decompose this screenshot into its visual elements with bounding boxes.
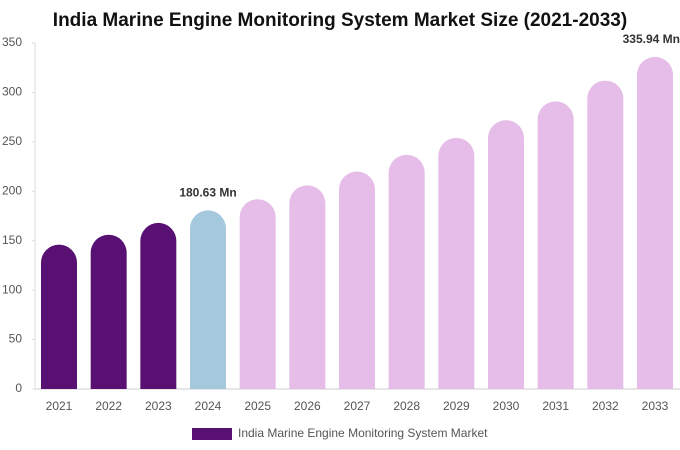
bar <box>289 185 326 389</box>
bar <box>587 80 624 390</box>
x-tick-label: 2027 <box>344 399 371 413</box>
legend-swatch <box>192 428 232 440</box>
y-tick-label: 250 <box>2 134 22 148</box>
x-tick-label: 2022 <box>95 399 122 413</box>
x-tick-label: 2032 <box>592 399 619 413</box>
value-label: 180.63 Mn <box>179 186 236 200</box>
y-tick-label: 0 <box>15 381 22 395</box>
value-label: 335.94 Mn <box>623 32 680 46</box>
y-tick-label: 100 <box>2 282 22 296</box>
y-tick-label: 350 <box>2 35 22 49</box>
y-tick-label: 50 <box>9 332 23 346</box>
bar <box>438 137 475 389</box>
y-tick-label: 300 <box>2 85 22 99</box>
x-tick-label: 2029 <box>443 399 470 413</box>
x-tick-label: 2028 <box>393 399 420 413</box>
x-tick-label: 2033 <box>642 399 669 413</box>
y-tick-label: 150 <box>2 233 22 247</box>
bar <box>41 244 77 389</box>
bar <box>488 120 524 389</box>
x-tick-label: 2026 <box>294 399 321 413</box>
x-tick-label: 2024 <box>195 399 222 413</box>
bar <box>90 234 127 389</box>
bar <box>140 222 177 389</box>
x-tick-label: 2023 <box>145 399 172 413</box>
x-tick-label: 2025 <box>244 399 271 413</box>
legend-label: India Marine Engine Monitoring System Ma… <box>238 426 488 440</box>
y-tick-label: 200 <box>2 183 22 197</box>
bar <box>339 171 375 389</box>
bar <box>537 101 574 389</box>
bar <box>239 199 276 389</box>
x-tick-label: 2030 <box>493 399 520 413</box>
bar <box>190 210 226 389</box>
x-tick-label: 2031 <box>542 399 569 413</box>
bar <box>388 154 425 389</box>
chart-title: India Marine Engine Monitoring System Ma… <box>53 10 627 31</box>
x-tick-label: 2021 <box>46 399 73 413</box>
bar <box>637 56 673 389</box>
